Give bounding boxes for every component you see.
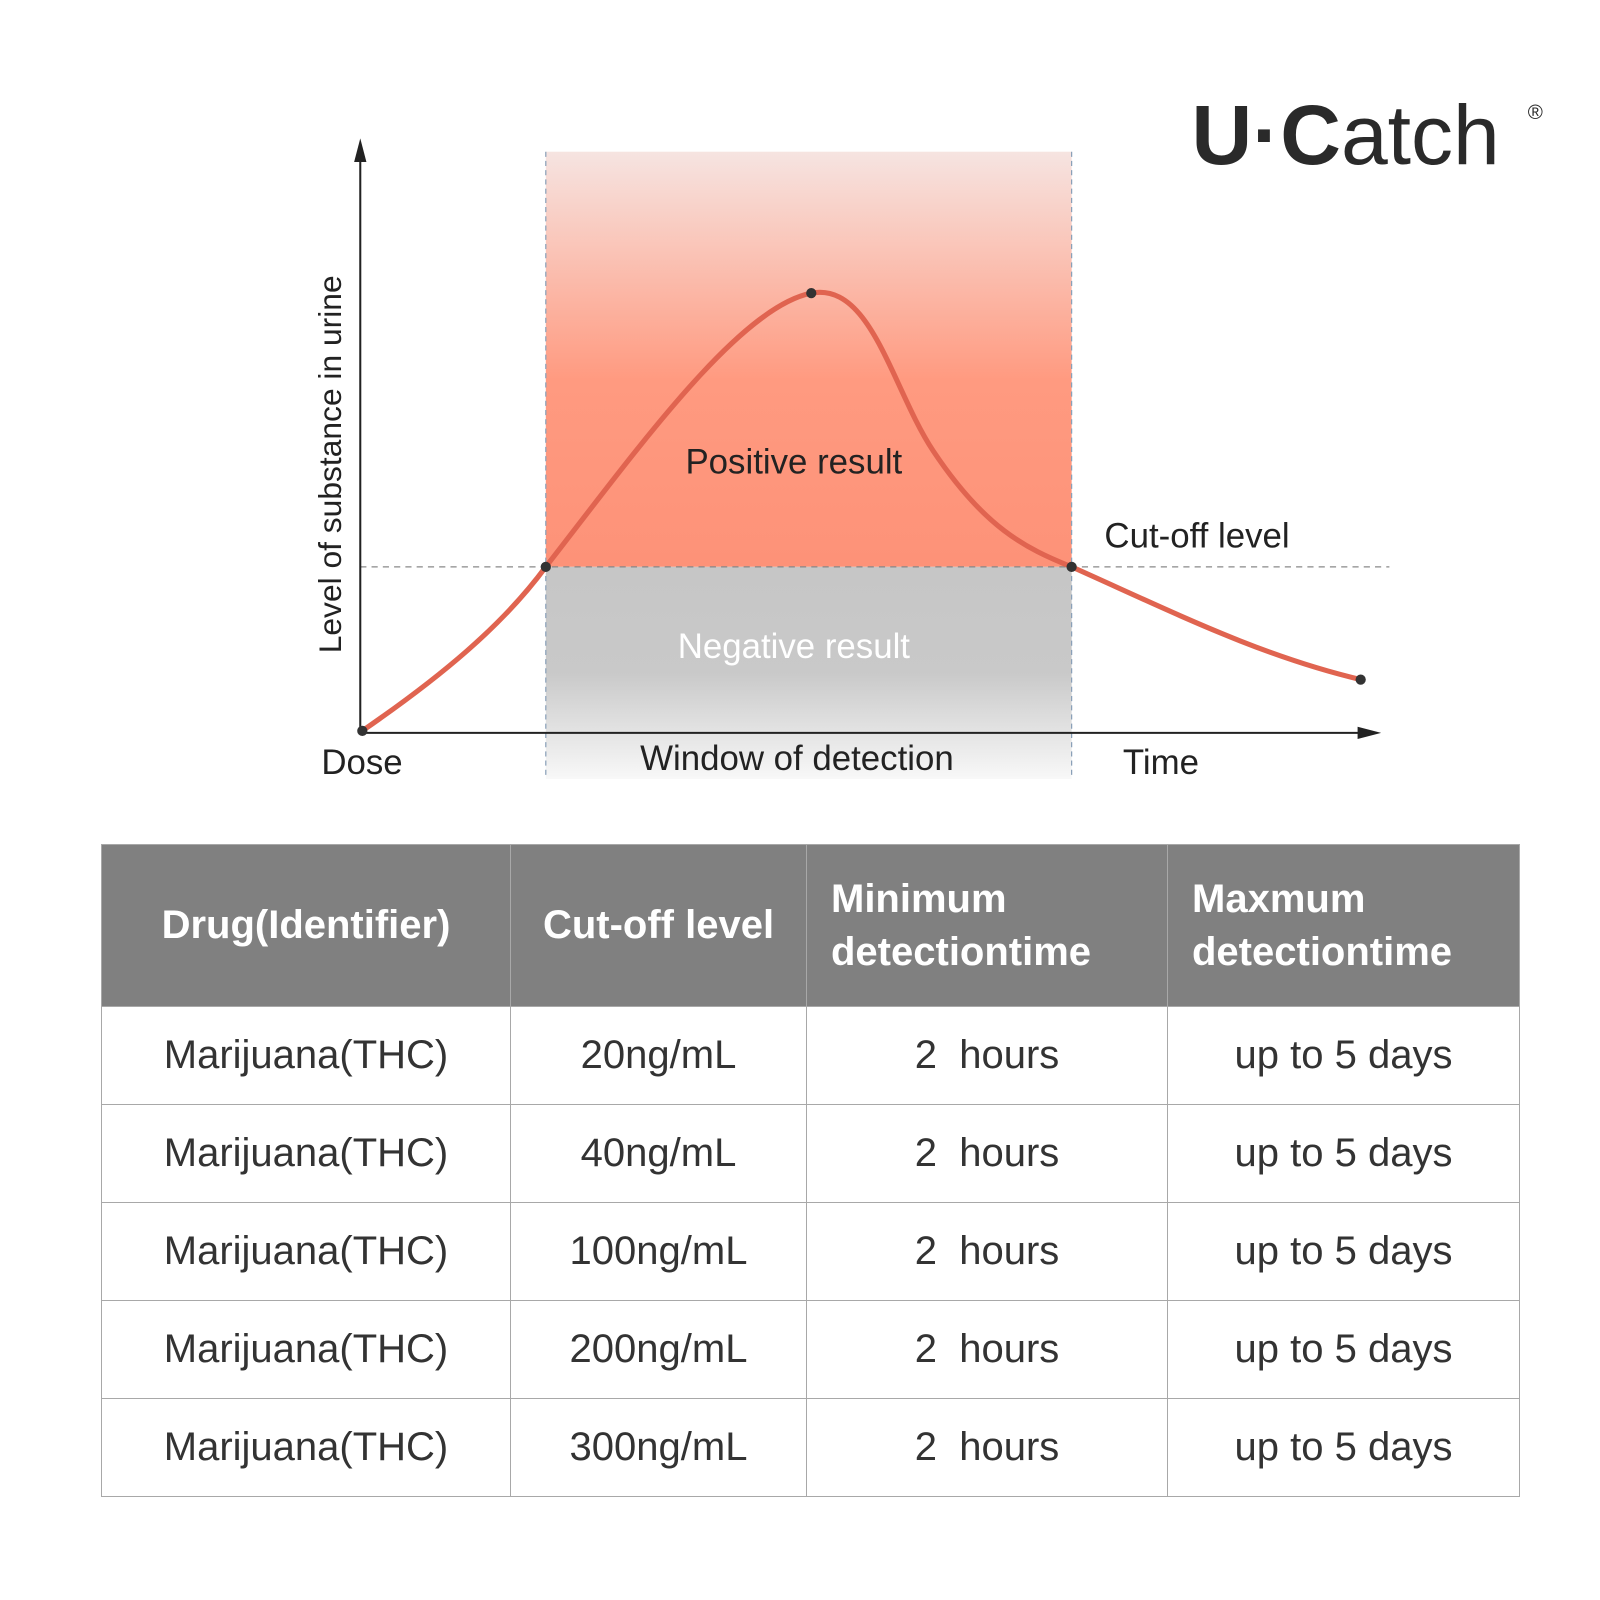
window-label: Window of detection [640, 739, 954, 778]
table-row: Marijuana(THC) 200ng/mL 2 hours up to 5 day… [101, 1300, 1520, 1399]
y-axis-label: Level of substance in urine [312, 275, 348, 653]
table-cell: 2 hours [806, 1300, 1168, 1399]
table-cell: Marijuana(THC) [101, 1104, 511, 1203]
curve-point [357, 725, 368, 736]
table-body: Marijuana(THC) 20ng/mL 2 hours up to 5 days… [101, 1006, 1520, 1497]
table-row: Marijuana(THC) 40ng/mL 2 hours up to 5 days [101, 1104, 1520, 1203]
logo-mark: ® [1528, 101, 1543, 124]
time-label: Time [1123, 743, 1199, 782]
table-cell: 200ng/mL [510, 1300, 807, 1399]
header-cell: Cut-off level [510, 844, 807, 1007]
table-cell: up to 5 days [1167, 1300, 1520, 1399]
logo: U·Catch [1192, 88, 1500, 182]
dose-label: Dose [321, 743, 402, 782]
table-cell: up to 5 days [1167, 1398, 1520, 1497]
table-cell: 2 hours [806, 1104, 1168, 1203]
curve-point [1066, 561, 1077, 572]
curve-point [806, 288, 817, 299]
header-cell: Drug(Identifier) [101, 844, 511, 1007]
detection-table: Drug(Identifier) Cut-off level Minimum det… [101, 844, 1520, 1497]
negative-label: Negative result [678, 627, 911, 666]
header-row: Drug(Identifier) Cut-off level Minimum det… [101, 844, 1520, 1007]
table-cell: up to 5 days [1167, 1006, 1520, 1105]
table-cell: 2 hours [806, 1006, 1168, 1105]
positive-label: Positive result [685, 443, 902, 482]
positive-zone [545, 151, 1072, 567]
table-cell: up to 5 days [1167, 1202, 1520, 1301]
table-cell: up to 5 days [1167, 1104, 1520, 1203]
logo-light: atch [1341, 88, 1500, 182]
x-arrow [1357, 726, 1382, 740]
table-cell: 300ng/mL [510, 1398, 807, 1497]
header-cell: Minimum detectiontime [806, 844, 1168, 1007]
table-row: Marijuana(THC) 20ng/mL 2 hours up to 5 days [101, 1006, 1520, 1105]
logo-bold: U·C [1192, 88, 1341, 182]
table-cell: Marijuana(THC) [101, 1300, 511, 1399]
table-cell: 40ng/mL [510, 1104, 807, 1203]
table-row: Marijuana(THC) 100ng/mL 2 hours up to 5 day… [101, 1202, 1520, 1301]
table-cell: 100ng/mL [510, 1202, 807, 1301]
table-row: Marijuana(THC) 300ng/mL 2 hours up to 5 day… [101, 1398, 1520, 1497]
curve-point [1355, 674, 1366, 685]
cutoff-label: Cut-off level [1104, 516, 1289, 555]
diagram: Positive result Negative result Cut-off … [312, 88, 1543, 782]
table-cell: Marijuana(THC) [101, 1006, 511, 1105]
table-cell: 2 hours [806, 1202, 1168, 1301]
concentration-curve [360, 289, 1362, 733]
negative-zone [545, 566, 1072, 779]
y-arrow [354, 138, 367, 162]
table-cell: 2 hours [806, 1398, 1168, 1497]
curve-point [540, 561, 551, 572]
table-cell: Marijuana(THC) [101, 1398, 511, 1497]
header-cell: Maxmum detectiontime [1167, 844, 1520, 1007]
table-cell: 20ng/mL [510, 1006, 807, 1105]
table-cell: Marijuana(THC) [101, 1202, 511, 1301]
